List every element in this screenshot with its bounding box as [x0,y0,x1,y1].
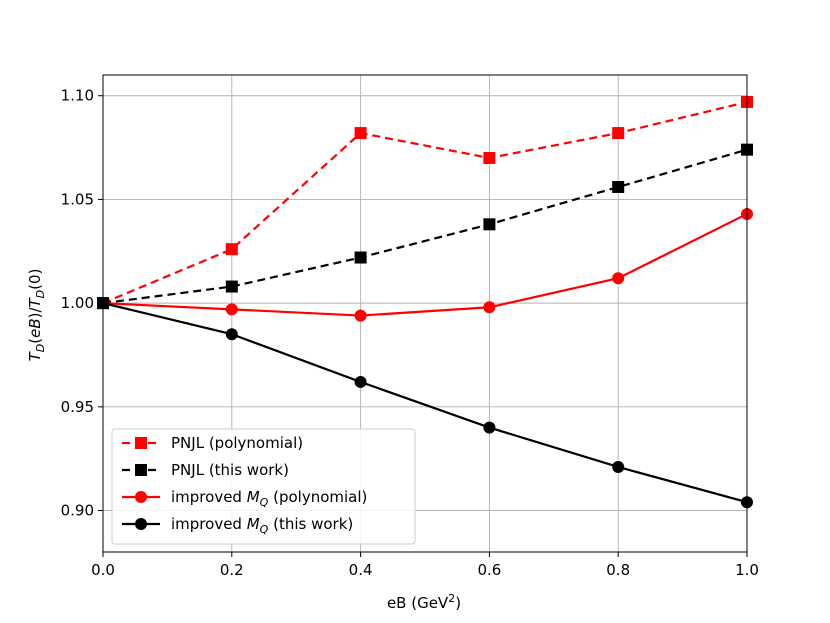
data-point [354,309,367,322]
y-tick-label: 1.00 [61,294,94,312]
data-point [483,151,496,164]
series-1 [97,143,753,310]
data-point [612,180,625,193]
legend-marker [135,437,147,449]
x-tick-label: 0.4 [349,561,373,579]
data-point [354,127,367,140]
data-point [225,303,238,316]
x-axis-label-close: ) [455,594,461,612]
x-tick-label: 0.8 [606,561,630,579]
data-point [612,272,625,285]
x-axis-label-superscript: 2 [448,592,455,605]
data-point [612,460,625,473]
series-line [102,148,748,305]
y-tick-label: 0.95 [61,398,94,416]
legend-item: PNJL (polynomial) [122,434,303,452]
data-point [483,218,496,231]
data-point [354,251,367,264]
x-tick-label: 0.6 [477,561,501,579]
y-tick-label: 1.10 [61,87,94,105]
legend-box [111,428,416,545]
plot-area-frame [102,74,748,553]
data-point [225,280,238,293]
legend-item: PNJL (this work) [122,461,289,479]
legend-marker [135,518,147,530]
data-point [612,127,625,140]
legend-label: improved MQ (polynomial) [171,488,367,509]
y-axis-label: TD(eB)/TD(0) [26,269,47,362]
series-2 [97,207,753,322]
axis-ticks: 0.0 0.2 0.4 0.6 0.8 1.0 0.90 0.95 1.00 1.05 1.10 [61,87,759,579]
legend-label: PNJL (this work) [171,461,289,479]
legend: PNJL (polynomial) PNJL (this work) improve… [111,428,416,545]
legend-item: improved MQ (polynomial) [122,488,367,509]
legend-label: improved MQ (this work) [171,515,353,536]
series-line [102,100,748,305]
data-point [225,243,238,256]
data-point [483,301,496,314]
data-point [225,328,238,341]
x-axis-label-text: eB (GeV [387,594,449,612]
legend-marker [135,464,147,476]
data-point [483,421,496,434]
y-tick-label: 0.90 [61,502,94,520]
series-lines [97,95,753,509]
x-axis-label: eB (GeV2) [387,592,461,612]
legend-item: improved MQ (this work) [122,515,353,536]
legend-label: PNJL (polynomial) [171,434,303,452]
series-3 [97,297,753,509]
series-line [102,302,748,504]
x-tick-label: 0.2 [220,561,244,579]
series-0 [97,95,753,310]
series-line [102,212,748,317]
y-tick-label: 1.05 [61,190,94,208]
x-tick-label: 1.0 [735,561,759,579]
x-tick-label: 0.0 [91,561,115,579]
data-point [354,375,367,388]
legend-marker [135,491,147,503]
